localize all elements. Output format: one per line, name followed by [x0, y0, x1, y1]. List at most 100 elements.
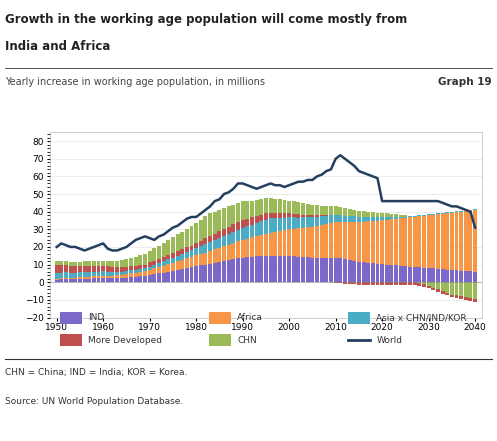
- Bar: [115, 267, 119, 272]
- Bar: [227, 245, 231, 260]
- Bar: [464, 211, 468, 271]
- Bar: [180, 254, 184, 260]
- Bar: [232, 259, 235, 282]
- Bar: [422, 216, 426, 268]
- Bar: [185, 258, 189, 268]
- Bar: [404, 266, 408, 282]
- Bar: [455, 270, 459, 282]
- Bar: [55, 265, 59, 273]
- Bar: [380, 264, 384, 282]
- Bar: [199, 265, 203, 282]
- Bar: [441, 269, 444, 282]
- Bar: [180, 269, 184, 282]
- Bar: [278, 213, 282, 218]
- Bar: [208, 251, 212, 264]
- Bar: [64, 265, 68, 273]
- Bar: [371, 263, 375, 282]
- Bar: [311, 215, 315, 217]
- Bar: [273, 232, 277, 256]
- Bar: [110, 278, 114, 282]
- Bar: [250, 225, 254, 237]
- Bar: [473, 299, 477, 302]
- Bar: [254, 257, 258, 282]
- Bar: [241, 258, 245, 282]
- Bar: [459, 296, 463, 299]
- Bar: [343, 259, 347, 282]
- Bar: [441, 282, 444, 291]
- Bar: [55, 279, 59, 280]
- Bar: [426, 286, 430, 288]
- Bar: [301, 215, 305, 217]
- Bar: [273, 199, 277, 213]
- Bar: [473, 282, 477, 299]
- Bar: [153, 261, 156, 265]
- Bar: [445, 282, 449, 293]
- Bar: [347, 260, 351, 282]
- Bar: [148, 275, 152, 282]
- Bar: [459, 211, 463, 212]
- Bar: [120, 267, 124, 272]
- Bar: [106, 276, 110, 278]
- Bar: [259, 256, 263, 282]
- Bar: [55, 261, 59, 265]
- Bar: [69, 273, 73, 278]
- Bar: [343, 208, 347, 216]
- Text: Source: UN World Population Database.: Source: UN World Population Database.: [5, 397, 183, 406]
- Bar: [445, 293, 449, 295]
- Bar: [69, 266, 73, 273]
- Bar: [217, 210, 221, 232]
- Bar: [361, 262, 365, 282]
- Bar: [361, 282, 365, 285]
- Bar: [417, 282, 421, 283]
- Bar: [329, 258, 333, 282]
- Bar: [175, 270, 179, 282]
- Bar: [282, 218, 286, 230]
- Bar: [380, 220, 384, 264]
- Bar: [399, 282, 403, 285]
- Bar: [101, 261, 105, 266]
- Bar: [459, 271, 463, 282]
- Bar: [232, 243, 235, 259]
- Bar: [455, 295, 459, 298]
- Bar: [254, 216, 258, 223]
- Bar: [101, 266, 105, 272]
- Bar: [417, 216, 421, 267]
- Bar: [329, 215, 333, 223]
- Bar: [357, 262, 361, 282]
- Bar: [315, 258, 319, 282]
- Bar: [352, 217, 356, 222]
- Bar: [320, 216, 324, 225]
- Text: More Developed: More Developed: [88, 336, 162, 344]
- Bar: [180, 260, 184, 269]
- Bar: [347, 222, 351, 260]
- Bar: [153, 248, 156, 261]
- Bar: [185, 252, 189, 258]
- Bar: [422, 215, 426, 216]
- Bar: [213, 263, 217, 282]
- Bar: [287, 201, 291, 213]
- Bar: [417, 283, 421, 286]
- Bar: [347, 282, 351, 284]
- Bar: [59, 261, 63, 265]
- Bar: [426, 215, 430, 268]
- Bar: [254, 200, 258, 216]
- Bar: [399, 217, 403, 218]
- Bar: [394, 217, 398, 219]
- Bar: [134, 277, 138, 282]
- Bar: [376, 282, 379, 285]
- Bar: [148, 267, 152, 270]
- Bar: [394, 219, 398, 265]
- Bar: [203, 244, 207, 253]
- Bar: [404, 218, 408, 266]
- Bar: [264, 234, 268, 256]
- Bar: [450, 295, 454, 297]
- Bar: [413, 217, 416, 267]
- Bar: [315, 215, 319, 217]
- Bar: [83, 262, 86, 266]
- Bar: [333, 222, 337, 258]
- Bar: [148, 251, 152, 262]
- Bar: [441, 213, 444, 269]
- Bar: [73, 273, 77, 278]
- Bar: [473, 210, 477, 272]
- Bar: [138, 269, 142, 272]
